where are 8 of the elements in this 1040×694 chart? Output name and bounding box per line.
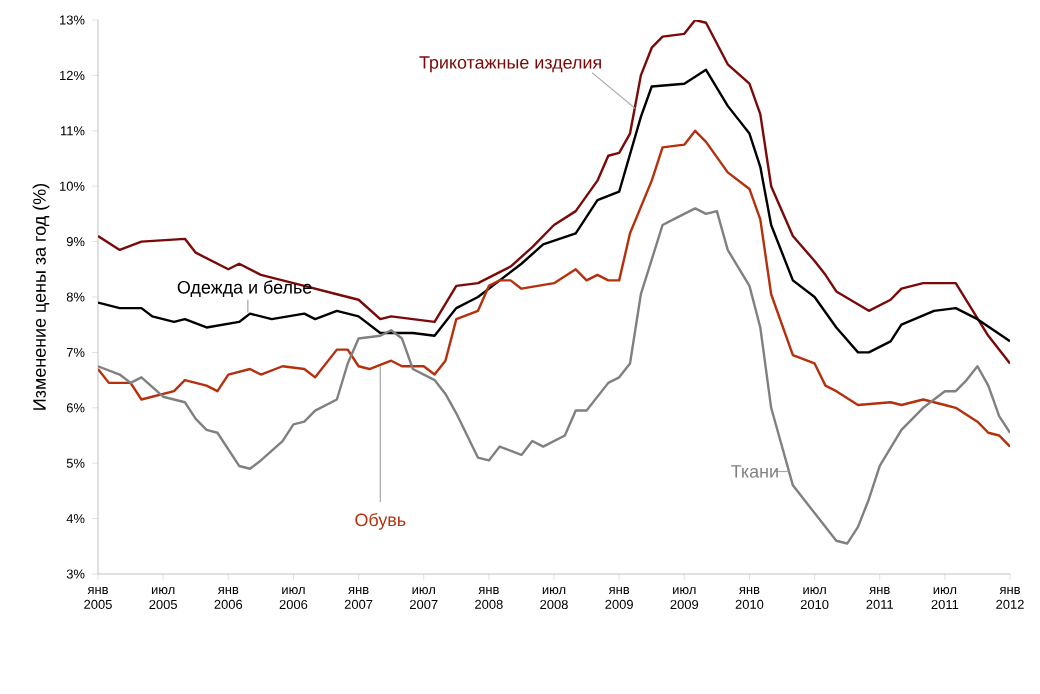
line-series <box>98 19 1011 365</box>
series-label: Ткани <box>731 465 778 478</box>
text: Обувь <box>355 512 406 530</box>
y-axis-title: Изменение цены за год (%) <box>32 184 50 410</box>
text: Трикотажные изделия <box>419 56 601 73</box>
line-series <box>98 207 1011 545</box>
series-label: Одежда и белье <box>177 280 312 298</box>
line-series <box>98 129 1011 448</box>
